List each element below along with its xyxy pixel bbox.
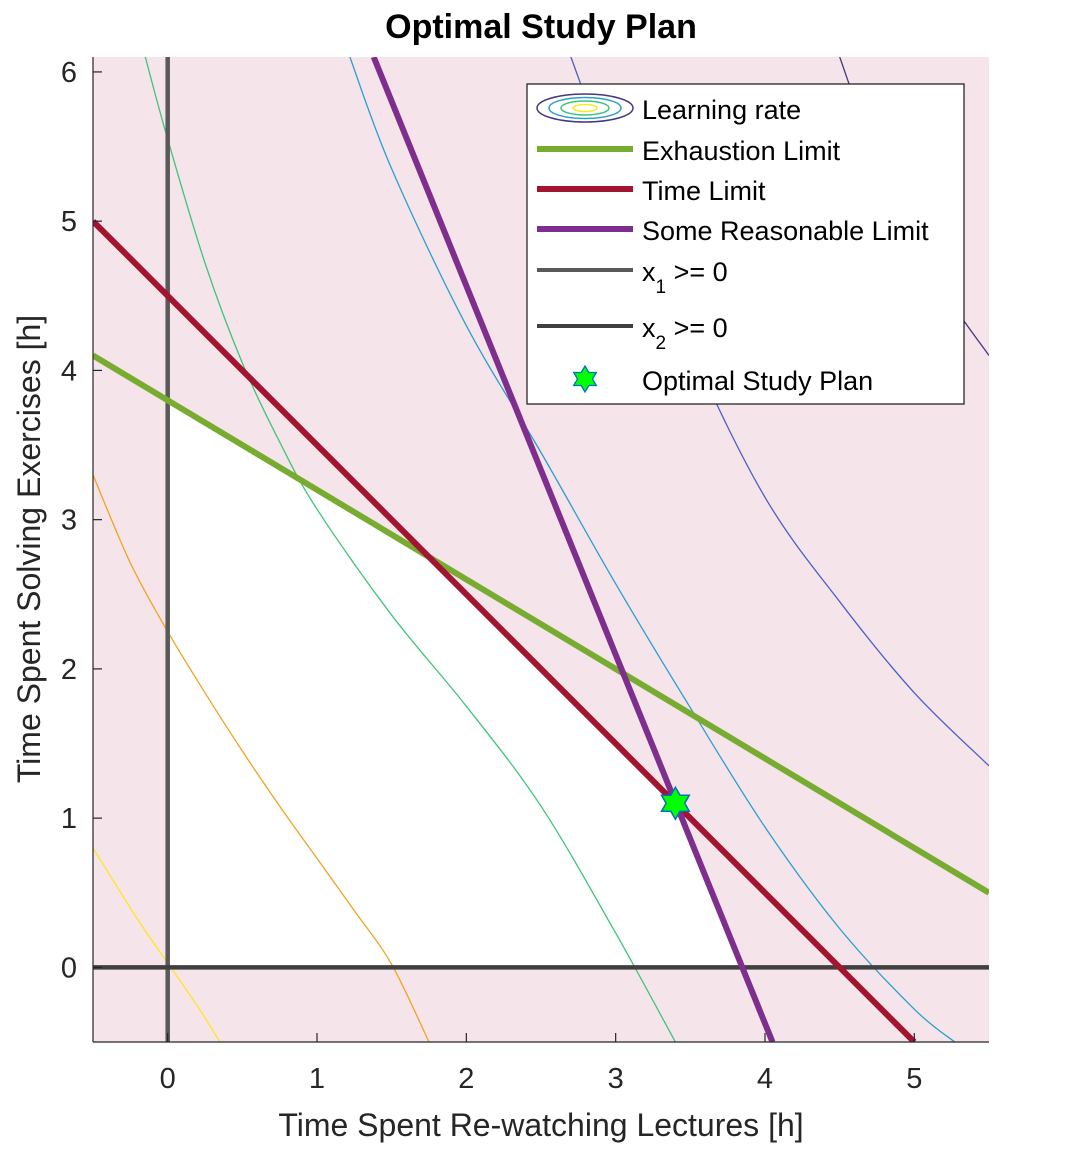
- time-limit-line: [93, 219, 917, 1042]
- y-tick-label: 4: [61, 355, 77, 387]
- legend-label: Learning rate: [642, 95, 801, 125]
- exhaustion-limit-line: [93, 352, 989, 896]
- legend-box: [526, 83, 965, 405]
- contour-line-3: [144, 57, 676, 1042]
- x-tick-label: 4: [757, 1063, 773, 1095]
- legend-optimum: Optimal Study Plan: [572, 364, 873, 396]
- y-tick-label: 1: [61, 803, 77, 835]
- x-axis-label: Time Spent Re-watching Lectures [h]: [278, 1107, 803, 1143]
- legend-contour-ring: [560, 100, 610, 116]
- legend-exhaustion-limit: Exhaustion Limit: [537, 136, 841, 166]
- legend-time-limit: Time Limit: [537, 176, 766, 206]
- legend-label: Optimal Study Plan: [642, 366, 873, 396]
- x-tick-label: 0: [160, 1063, 176, 1095]
- axes: 0 1 2 3 4 5 0 1 2 3 4 5 6: [61, 57, 989, 1095]
- y-tick-label: 2: [61, 654, 77, 686]
- y-axis-label: Time Spent Solving Exercises [h]: [11, 315, 47, 783]
- legend-star: [572, 364, 598, 394]
- legend-label: Exhaustion Limit: [642, 136, 841, 166]
- optimum-marker: [660, 785, 691, 821]
- x-tick-label: 3: [608, 1063, 624, 1095]
- x-tick-label: 5: [906, 1063, 922, 1095]
- x-tick-label: 2: [458, 1063, 474, 1095]
- legend-contour-ring: [536, 93, 634, 123]
- contour-line-2: [93, 474, 430, 1042]
- legend-label: Some Reasonable Limit: [642, 216, 929, 246]
- legend-reasonable-limit: Some Reasonable Limit: [537, 216, 929, 246]
- x-tick-label: 1: [309, 1063, 325, 1095]
- legend-contour-ring: [572, 103, 598, 113]
- contour-line-4: [349, 57, 956, 1042]
- legend-contour-ring: [548, 96, 622, 120]
- y-tick-label: 6: [61, 57, 77, 89]
- reasonable-limit-line: [370, 57, 776, 1042]
- y-tick-label: 3: [61, 505, 77, 537]
- legend: Learning rate Exhaustion Limit Time Limit S…: [526, 83, 965, 405]
- legend-label: Time Limit: [642, 176, 766, 206]
- chart-title: Optimal Study Plan: [385, 8, 697, 46]
- y-tick-label: 0: [61, 952, 77, 984]
- y-tick-label: 5: [61, 206, 77, 238]
- feasible-region: [167, 400, 740, 968]
- legend-learning-rate: Learning rate: [536, 93, 801, 125]
